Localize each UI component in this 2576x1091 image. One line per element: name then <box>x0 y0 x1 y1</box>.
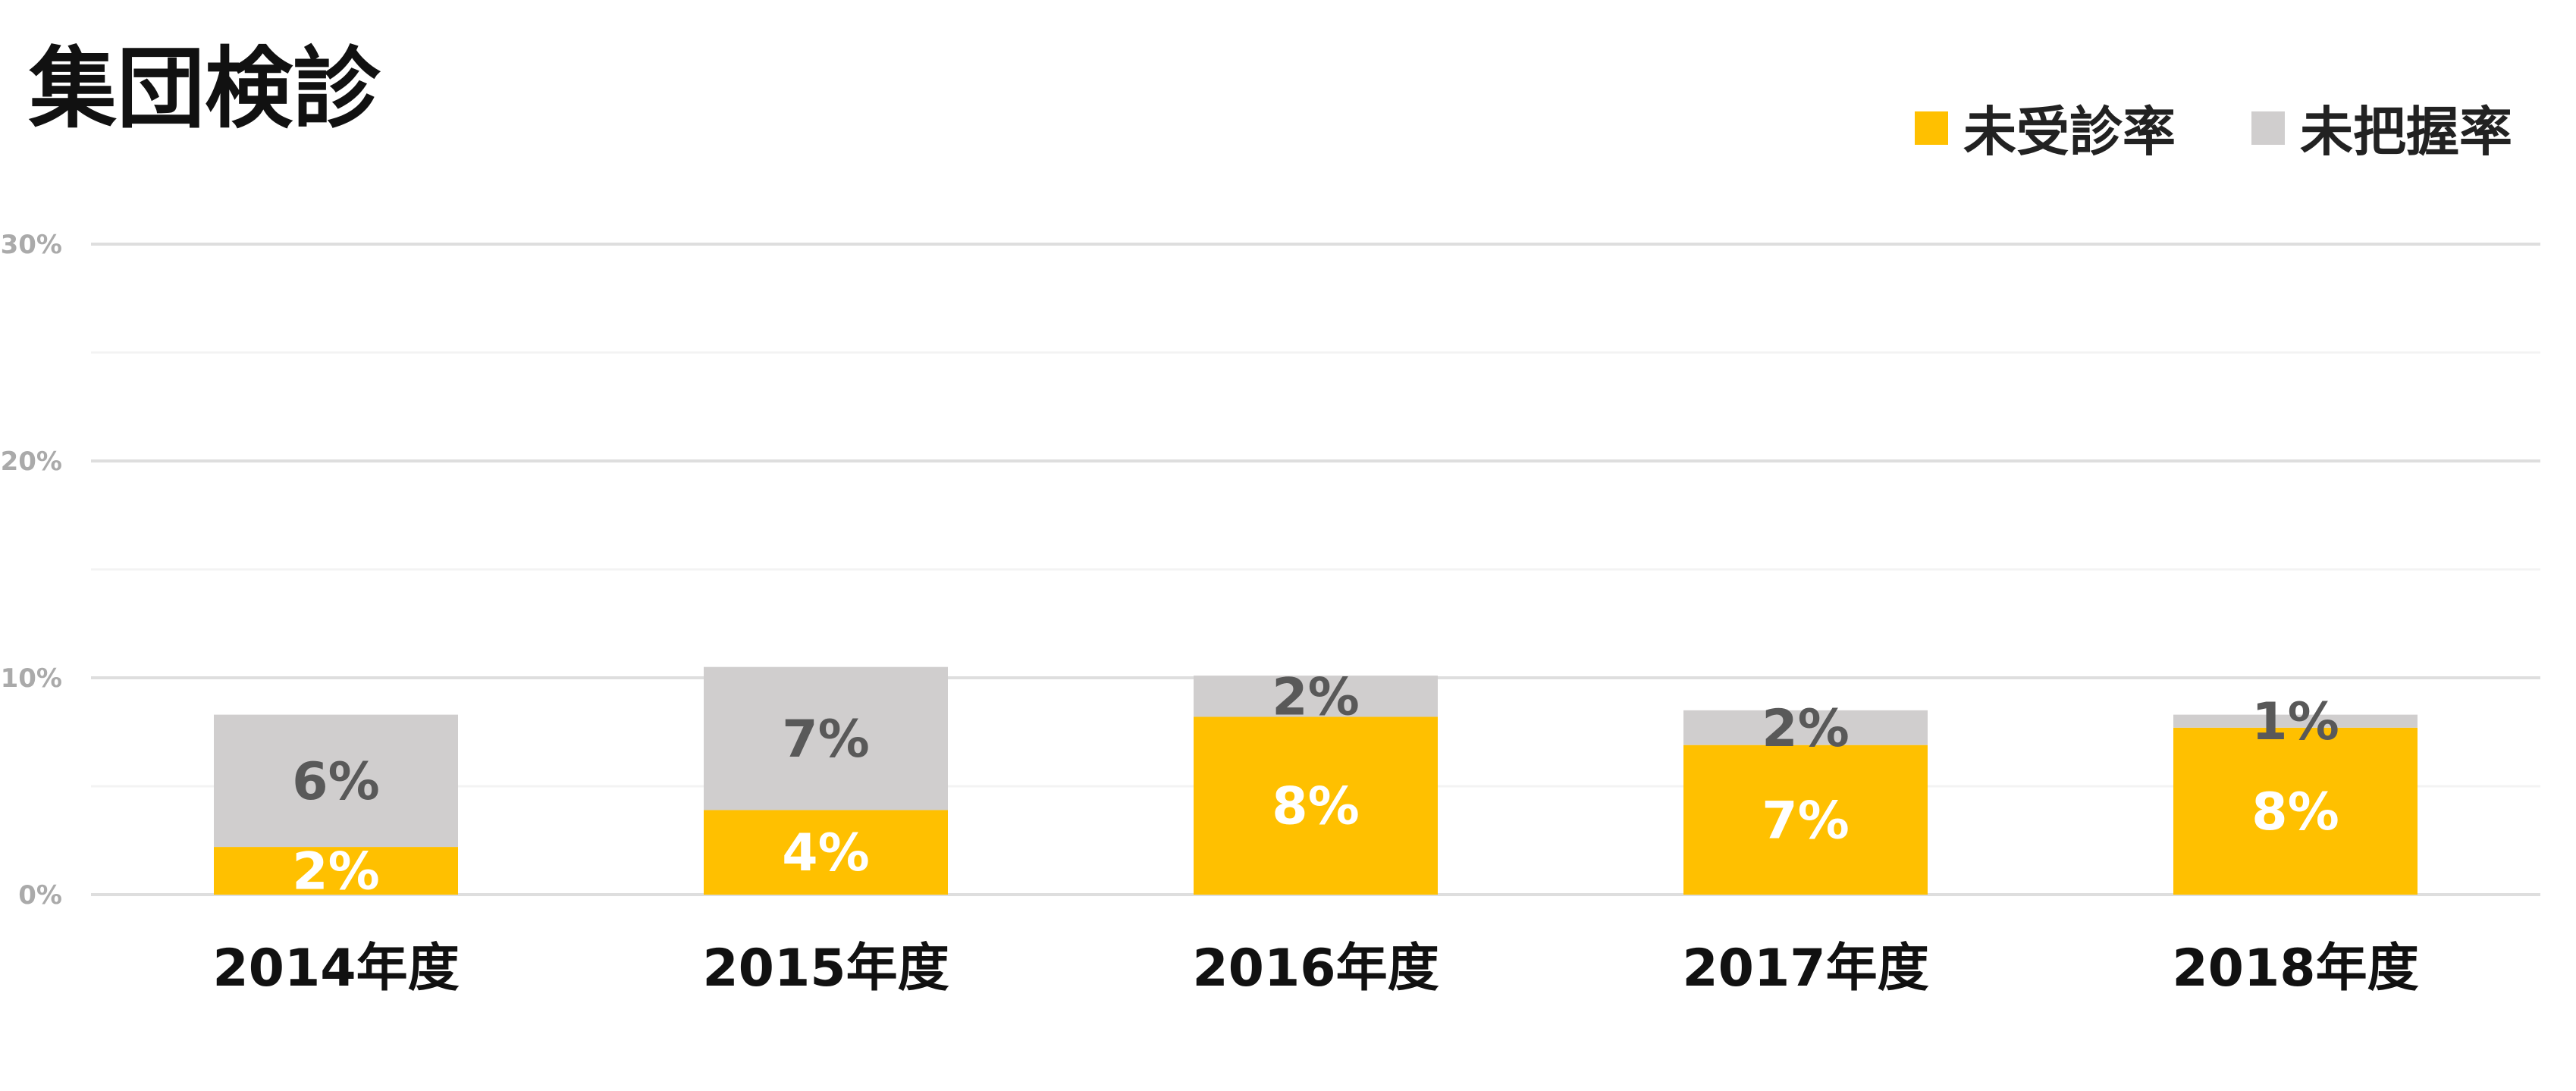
bar-segment <box>214 714 458 848</box>
data-label: 6% <box>292 752 379 812</box>
data-label: 8% <box>2251 782 2339 842</box>
data-label: 4% <box>782 823 869 883</box>
data-label: 7% <box>1762 791 1849 851</box>
bar-segment <box>2173 727 2418 895</box>
data-label: 1% <box>2251 692 2339 752</box>
x-tick-label: 2017年度 <box>1682 939 1928 999</box>
legend-label-unexamined-rate: 未受診率 <box>1963 101 2176 163</box>
chart-title: 集団検診 <box>29 38 381 140</box>
legend-item-unknown-rate: 未把握率 <box>2251 89 2512 166</box>
legend-item-unexamined-rate: 未受診率 <box>1915 89 2176 166</box>
y-tick-label: 10% <box>1 663 62 694</box>
data-label: 2% <box>1762 699 1849 759</box>
data-label: 7% <box>782 710 869 770</box>
bar-segment <box>704 810 948 895</box>
legend-label-unknown-rate: 未把握率 <box>2300 101 2512 163</box>
data-label: 2% <box>1272 667 1359 727</box>
bar-segment <box>1683 710 1928 745</box>
legend-swatch-unexamined-rate <box>1915 111 1948 145</box>
data-label: 8% <box>1272 777 1359 837</box>
bar-segment <box>1683 745 1928 895</box>
bar-segment <box>1194 716 1438 895</box>
bar-segment <box>1194 676 1438 717</box>
y-tick-label: 30% <box>1 230 62 260</box>
y-tick-label: 0% <box>18 880 62 911</box>
bar-segment <box>214 847 458 895</box>
x-tick-label: 2015年度 <box>702 939 949 999</box>
bar-segment <box>2173 714 2418 728</box>
legend-swatch-unknown-rate <box>2251 111 2285 145</box>
x-tick-label: 2014年度 <box>212 939 459 999</box>
x-tick-label: 2018年度 <box>2172 939 2418 999</box>
legend: 未受診率 未把握率 <box>1915 89 2512 166</box>
x-tick-label: 2016年度 <box>1192 939 1439 999</box>
data-label: 2% <box>292 842 379 902</box>
y-tick-label: 20% <box>1 447 62 477</box>
bar-segment <box>704 666 948 810</box>
